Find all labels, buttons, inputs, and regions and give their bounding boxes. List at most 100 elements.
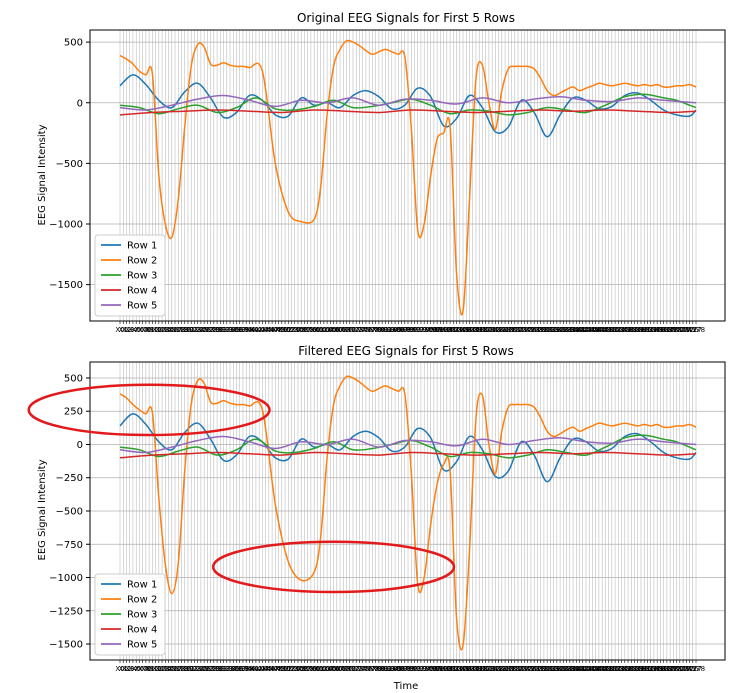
x-tick-label: X105: [451, 665, 469, 673]
x-tick-label: X28: [204, 665, 218, 673]
x-tick-label: X156: [616, 326, 635, 334]
x-tick-label: X148: [590, 665, 608, 673]
x-tick-label: X84: [385, 665, 399, 673]
x-tick-label: X132: [538, 326, 556, 334]
x-tick-label: X123: [509, 665, 527, 673]
x-tick-label: X78: [366, 326, 380, 334]
x-tick-label: X146: [583, 326, 602, 334]
legend-box: [94, 234, 166, 317]
x-tick-label: X158: [622, 326, 640, 334]
y-tick-label: 0: [77, 440, 83, 451]
legend-label: Row 3: [127, 271, 157, 282]
x-tick-label: X9: [144, 665, 153, 673]
x-tick-label: X8: [141, 665, 150, 673]
x-tick-label: X27: [201, 665, 215, 673]
x-tick-label: X163: [638, 326, 656, 334]
series-line-row-2: [119, 375, 697, 651]
x-tick-label: X39: [239, 326, 253, 334]
x-tick-label: X45: [259, 326, 273, 334]
x-tick-label: X146: [583, 665, 602, 673]
x-tick-label: X71: [343, 665, 357, 673]
chart-title: Filtered EEG Signals for First 5 Rows: [298, 344, 514, 358]
x-tick-label: X129: [528, 326, 546, 334]
x-tick-label: X68: [333, 665, 347, 673]
x-tick-label: X61: [311, 665, 325, 673]
x-tick-label: X177: [684, 326, 702, 334]
x-tick-label: X89: [401, 665, 415, 673]
x-tick-label: X28: [204, 326, 218, 334]
x-tick-label: X80: [372, 665, 386, 673]
x-tick-label: X113: [477, 326, 495, 334]
x-tick-label: X95: [421, 665, 435, 673]
x-tick-label: X50: [275, 326, 289, 334]
x-tick-label: X61: [311, 326, 325, 334]
annotation-ellipse: [211, 540, 456, 594]
x-tick-label: X22: [184, 326, 198, 334]
x-tick-label: X131: [535, 326, 553, 334]
x-tick-label: X122: [506, 326, 524, 334]
x-tick-label: X40: [243, 665, 257, 673]
x-tick-label: X153: [606, 326, 624, 334]
x-tick-label: X81: [375, 326, 389, 334]
x-tick-label: X149: [593, 326, 611, 334]
x-tick-label: X41: [246, 665, 260, 673]
x-tick-label: X69: [336, 665, 350, 673]
x-tick-label: X157: [619, 665, 637, 673]
x-tick-label: X160: [629, 665, 647, 673]
x-tick-label: X65: [323, 665, 337, 673]
x-tick-label: X89: [401, 326, 415, 334]
grid: [90, 362, 725, 660]
x-tick-label: X58: [301, 326, 315, 334]
x-tick-label: X53: [285, 326, 299, 334]
x-tick-label: X104: [447, 665, 466, 673]
x-tick-label: X10: [146, 326, 160, 334]
series-line-row-3: [119, 93, 697, 116]
x-tick-label: X71: [343, 326, 357, 334]
x-tick-label: X72: [346, 665, 360, 673]
x-tick-label: X55: [291, 665, 305, 673]
x-tick-label: X37: [233, 665, 247, 673]
x-tick-label: X82: [378, 665, 392, 673]
x-tick-label: X169: [658, 665, 676, 673]
x-tick-label: X4: [128, 326, 138, 334]
x-tick-label: X104: [447, 326, 466, 334]
x-tick-label: X12: [152, 665, 166, 673]
x-tick-label: X97: [427, 665, 441, 673]
x-tick-label: X46: [262, 665, 276, 673]
x-tick-label: X138: [557, 326, 575, 334]
x-tick-label: X110: [467, 326, 485, 334]
x-tick-label: X175: [677, 326, 695, 334]
x-tick-label: X166: [648, 665, 667, 673]
x-tick-label: X103: [444, 665, 462, 673]
x-tick-label: X139: [561, 665, 579, 673]
x-tick-label: X126: [519, 326, 538, 334]
x-tick-label: X76: [359, 326, 373, 334]
x-tick-label: X111: [470, 665, 488, 673]
x-tick-label: X99: [434, 665, 448, 673]
x-tick-label: X67: [330, 665, 344, 673]
x-tick-label: X22: [184, 665, 198, 673]
x-tick-label: X151: [600, 326, 618, 334]
x-tick-label: X135: [548, 665, 566, 673]
x-tick-label: X70: [340, 665, 354, 673]
series-line-row-2: [119, 39, 697, 316]
x-tick-label: X128: [525, 665, 543, 673]
x-tick-label: X153: [606, 665, 624, 673]
annotations: [27, 383, 456, 594]
x-tick-label: X88: [398, 665, 412, 673]
x-tick-label: X178: [687, 665, 705, 673]
x-tick-label: X149: [593, 665, 611, 673]
x-tick-label: X19: [175, 326, 189, 334]
x-tick-label: X94: [417, 326, 431, 334]
y-tick-label: −750: [56, 540, 83, 551]
x-tick-label: X60: [307, 326, 321, 334]
x-tick-label: X106: [454, 326, 473, 334]
x-tick-label: X151: [600, 665, 618, 673]
x-tick-label: X97: [427, 326, 441, 334]
x-tick-label: X94: [417, 665, 431, 673]
y-tick-label: −1250: [49, 606, 83, 617]
x-tick-label: X42: [249, 326, 263, 334]
x-tick-label: X105: [451, 326, 469, 334]
x-tick-label: X119: [496, 665, 514, 673]
